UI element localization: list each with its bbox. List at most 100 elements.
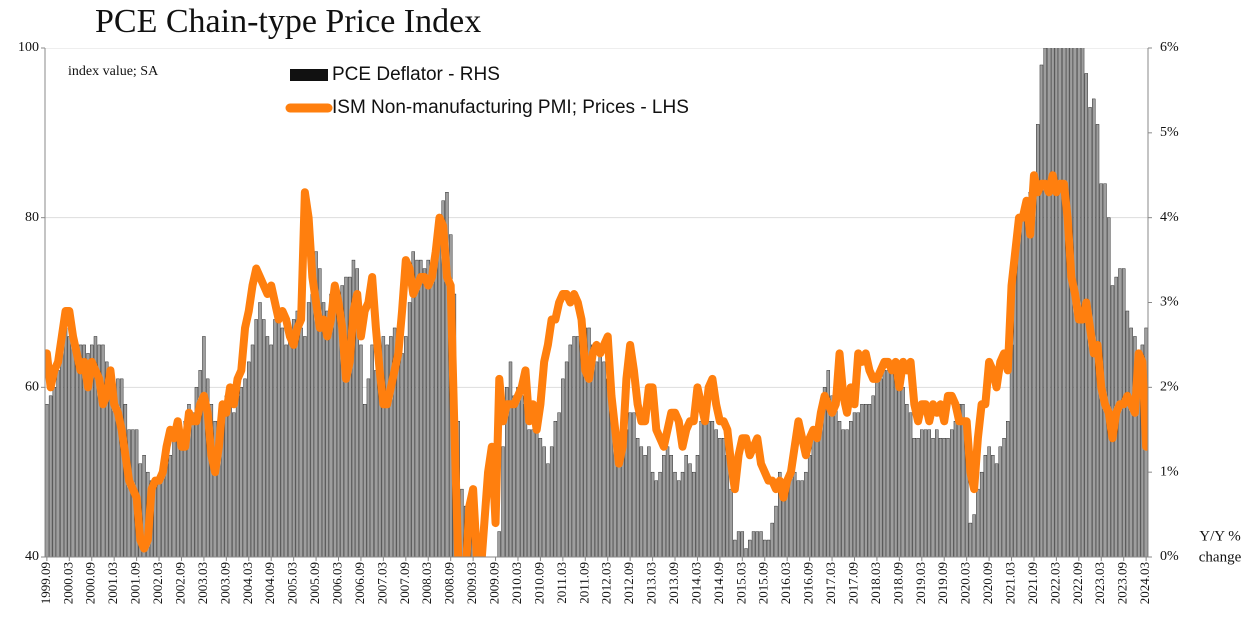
bar [561, 378, 565, 557]
bar [650, 471, 655, 557]
bar [235, 395, 240, 557]
bar [972, 514, 976, 557]
x-tick-label: 2012.09 [621, 562, 636, 604]
bar [733, 539, 737, 557]
bar-layer [45, 48, 1148, 557]
bar [714, 429, 718, 557]
x-tick-label: 2010.03 [509, 562, 524, 604]
bar [856, 412, 860, 557]
x-tick-label: 2013.09 [666, 562, 681, 604]
x-tick-label: 2015.09 [756, 562, 771, 604]
x-tick-label: 2004.03 [240, 562, 255, 604]
bar [325, 310, 329, 557]
bar [60, 344, 64, 557]
bar [523, 404, 528, 557]
bar [362, 404, 367, 557]
x-tick-label: 2001.03 [105, 562, 120, 604]
bar [288, 336, 292, 557]
bar [426, 259, 430, 557]
bar [938, 438, 943, 557]
bar [819, 421, 823, 557]
bar [1017, 217, 1021, 557]
bar [692, 471, 696, 557]
x-tick-label: 2014.09 [711, 562, 726, 604]
x-tick-label: 2006.03 [329, 562, 344, 604]
bar [845, 429, 849, 557]
x-tick-label: 2009.09 [487, 562, 502, 604]
bar [710, 421, 715, 557]
bar [871, 395, 875, 557]
bar [243, 378, 247, 557]
x-tick-label: 2015.03 [733, 562, 748, 604]
bar [318, 268, 322, 557]
bar [647, 446, 651, 557]
bar [430, 276, 434, 557]
bar [142, 455, 146, 557]
bar [340, 285, 344, 557]
x-tick-label: 2018.03 [868, 562, 883, 604]
bar [792, 471, 797, 557]
bar [52, 387, 57, 557]
x-tick-label: 2011.09 [576, 562, 591, 604]
bar [355, 268, 359, 557]
bar [482, 556, 487, 557]
bar [957, 404, 961, 557]
bar [755, 531, 759, 557]
bar [1050, 48, 1055, 557]
bar [1009, 344, 1014, 557]
bar [587, 327, 591, 557]
bar [385, 344, 389, 557]
x-tick-label: 2023.09 [1115, 562, 1130, 604]
bar [893, 370, 898, 557]
bar [658, 471, 662, 557]
bar [86, 353, 90, 557]
bar [205, 378, 210, 557]
y2-tick-label: 3% [1160, 295, 1179, 310]
bar [157, 480, 161, 557]
bar [1047, 48, 1051, 557]
x-tick-label: 2012.03 [599, 562, 614, 604]
bar [411, 251, 415, 557]
bar [684, 455, 688, 557]
legend-label: PCE Deflator - RHS [332, 64, 500, 85]
x-tick-label: 2000.09 [83, 562, 98, 604]
bar [695, 455, 700, 557]
bar [916, 438, 920, 557]
y2-tick-label: 4% [1160, 210, 1179, 225]
bar [669, 455, 673, 557]
bar [688, 463, 692, 557]
bar [1107, 217, 1111, 557]
bar [864, 404, 868, 557]
bar [908, 412, 913, 557]
bar [920, 429, 924, 557]
bar [512, 395, 516, 557]
bar [662, 455, 666, 557]
bar [1021, 217, 1025, 557]
y-tick-label: 60 [25, 380, 39, 395]
x-tick-label: 2017.09 [845, 562, 860, 604]
bar [366, 378, 371, 557]
bar [553, 421, 558, 557]
bar [912, 438, 917, 557]
bar [404, 336, 408, 557]
y2-tick-label: 6% [1160, 40, 1179, 55]
bar [628, 412, 632, 557]
bar [875, 378, 879, 557]
bar [882, 370, 887, 557]
bar [766, 539, 771, 557]
bar [987, 446, 991, 557]
bar [1032, 183, 1036, 557]
y2-axis-label: Y/Y % [1199, 528, 1241, 544]
x-tick-label: 2007.03 [374, 562, 389, 604]
bar [979, 471, 984, 557]
bar [654, 480, 659, 557]
bar [699, 421, 703, 557]
bar [632, 412, 636, 557]
bar [1039, 64, 1044, 557]
x-tick-label: 2024.03 [1137, 562, 1152, 604]
line-layer [45, 171, 1148, 557]
bar [905, 404, 909, 557]
x-tick-label: 2016.09 [801, 562, 816, 604]
x-tick-label: 2020.09 [980, 562, 995, 604]
bar [1062, 48, 1066, 557]
